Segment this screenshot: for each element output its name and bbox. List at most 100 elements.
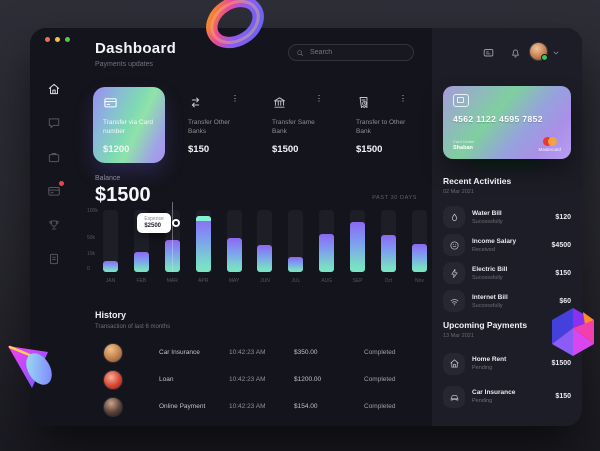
chart-x-label: MAR xyxy=(166,278,178,284)
sidebar-item[interactable] xyxy=(47,150,61,164)
chart-x-label: APR xyxy=(198,278,209,284)
transfer-label: Transfer via Card number xyxy=(103,119,153,135)
history-table: Car Insurance 10:42:23 AM $350.00 Comple… xyxy=(95,339,427,420)
transfer-card[interactable]: ⋮ Transfer Same Bank $1500 xyxy=(249,87,333,163)
chart-bar-fill xyxy=(350,222,366,272)
transfer-icon xyxy=(274,97,285,108)
sidebar-icon xyxy=(48,118,60,129)
page-subtitle: Payments updates xyxy=(95,61,153,68)
chart-bar-fill xyxy=(164,239,180,272)
history-title: History xyxy=(95,310,127,320)
history-status: Completed xyxy=(364,376,396,383)
chart-bar-column[interactable]: Expense $2500 MAR xyxy=(137,202,180,284)
sidebar-icon xyxy=(50,253,58,265)
upcoming-payments-list: Home Rent Pending $1500 Car Insurance Pe… xyxy=(443,347,571,413)
kebab-menu-icon[interactable]: ⋮ xyxy=(399,94,407,103)
search-icon xyxy=(297,49,303,56)
maximize-window-button[interactable] xyxy=(65,37,70,42)
chart-plot-area: Expense $2500 JAN Expense $2500 FEB xyxy=(103,202,427,284)
history-row[interactable]: Online Payment 10:42:23 AM $154.00 Compl… xyxy=(95,393,427,420)
notification-bell-icon[interactable] xyxy=(509,46,522,59)
activity-item[interactable]: Income Salary Received $4500 xyxy=(443,231,571,259)
history-status: Completed xyxy=(364,349,396,356)
payment-icon xyxy=(449,359,459,368)
payment-item[interactable]: Car Insurance Pending $150 xyxy=(443,380,571,413)
sidebar-icon xyxy=(48,83,60,95)
transfer-amount: $1500 xyxy=(356,144,383,155)
activity-item[interactable]: Internet Bill Successfully $60 xyxy=(443,287,571,315)
sidebar-item[interactable] xyxy=(47,218,61,232)
chart-bar-column[interactable]: Expense $2500 SEP xyxy=(350,210,366,284)
card-number: 4562 1122 4595 7852 xyxy=(453,114,543,124)
right-panel: 4562 1122 4595 7852 Card Holder Shaban M… xyxy=(432,28,582,426)
activity-title: Income Salary xyxy=(472,237,517,245)
history-time: 10:42:23 AM xyxy=(229,376,266,383)
credit-card[interactable]: 4562 1122 4595 7852 Card Holder Shaban M… xyxy=(443,86,571,159)
activity-title: Electric Bill xyxy=(472,265,508,273)
chart-bar-fill xyxy=(411,244,427,272)
chart-x-label: JAN xyxy=(105,278,116,284)
activity-icon xyxy=(449,240,459,250)
activity-title: Internet Bill xyxy=(472,293,508,301)
activity-icon-tile xyxy=(443,290,465,312)
history-row[interactable]: Car Insurance 10:42:23 AM $350.00 Comple… xyxy=(95,339,427,366)
window-controls xyxy=(45,37,70,42)
history-section: History Transaction of last 6 months Car… xyxy=(95,310,427,420)
chart-bar-fill xyxy=(226,237,242,272)
sidebar-icon xyxy=(49,220,59,230)
sidebar-item[interactable] xyxy=(47,82,61,96)
messages-icon[interactable] xyxy=(482,46,495,59)
chart-bar-column[interactable]: Expense $2500 Oct xyxy=(381,210,397,284)
chart-bar-column[interactable]: Expense $2500 AUG xyxy=(319,210,335,284)
history-amount: $1200.00 xyxy=(294,376,322,383)
history-name: Car Insurance xyxy=(159,349,200,356)
activity-item[interactable]: Electric Bill Successfully $150 xyxy=(443,259,571,287)
activity-amount: $120 xyxy=(555,213,571,221)
chart-bar-fill xyxy=(133,251,149,272)
history-amount: $350.00 xyxy=(294,349,318,356)
kebab-menu-icon[interactable]: ⋮ xyxy=(231,94,239,103)
sidebar-item[interactable] xyxy=(47,116,61,130)
chevron-down-icon[interactable] xyxy=(552,49,560,57)
sidebar-item[interactable] xyxy=(47,181,64,198)
balance-bar-chart: 100k 50k 10k 0 Expense $2500 JAN xyxy=(87,202,427,290)
balance-amount: $1500 xyxy=(95,184,151,206)
activity-amount: $150 xyxy=(555,269,571,277)
transfer-label: Transfer Other Banks xyxy=(188,119,231,135)
transfer-icon xyxy=(359,97,368,108)
payment-item[interactable]: Home Rent Pending $1500 xyxy=(443,347,571,380)
activity-icon xyxy=(451,213,457,221)
transfer-card[interactable]: ⋮ Transfer Other Banks $150 xyxy=(165,87,249,163)
history-name: Loan xyxy=(159,376,174,383)
transfer-options-row: ⋮ Transfer via Card number $1200 ⋮ Trans… xyxy=(93,87,417,163)
kebab-menu-icon[interactable]: ⋮ xyxy=(147,94,155,103)
user-avatar[interactable] xyxy=(529,42,548,61)
kebab-menu-icon[interactable]: ⋮ xyxy=(315,94,323,103)
chart-bar-column[interactable]: Expense $2500 Nov xyxy=(411,210,427,284)
chart-bar-column[interactable]: Expense $2500 JUN xyxy=(257,210,273,284)
chart-bar-column[interactable]: Expense $2500 APR xyxy=(195,210,211,284)
tooltip-value: $2500 xyxy=(144,223,161,229)
search-input[interactable] xyxy=(308,48,406,57)
chart-bar-column[interactable]: Expense $2500 JAN xyxy=(103,210,118,284)
activity-status: Successfully xyxy=(472,302,503,309)
search-bar[interactable] xyxy=(288,44,414,61)
history-amount: $154.00 xyxy=(294,403,318,410)
card-holder-label: Card Holder xyxy=(453,139,475,144)
minimize-window-button[interactable] xyxy=(55,37,60,42)
activity-amount: $60 xyxy=(559,297,571,305)
chart-bar-fill xyxy=(381,234,397,272)
payment-amount: $1500 xyxy=(551,360,571,367)
payment-icon xyxy=(450,395,458,401)
sidebar-item[interactable] xyxy=(47,252,61,266)
chart-bar-column[interactable]: Expense $2500 JUL xyxy=(288,210,304,284)
transfer-card[interactable]: ⋮ Transfer via Card number $1200 xyxy=(93,87,165,163)
chart-x-label: FEB xyxy=(136,278,147,284)
balance-period: PAST 30 DAYS xyxy=(372,195,417,201)
history-row[interactable]: Loan 10:42:23 AM $1200.00 Completed xyxy=(95,366,427,393)
transfer-card[interactable]: ⋮ Transfer to Other Bank $1500 xyxy=(333,87,417,163)
activity-item[interactable]: Water Bill Successfully $120 xyxy=(443,203,571,231)
close-window-button[interactable] xyxy=(45,37,50,42)
chart-bar-column[interactable]: Expense $2500 MAY xyxy=(226,210,242,284)
sidebar-icon xyxy=(48,153,60,163)
